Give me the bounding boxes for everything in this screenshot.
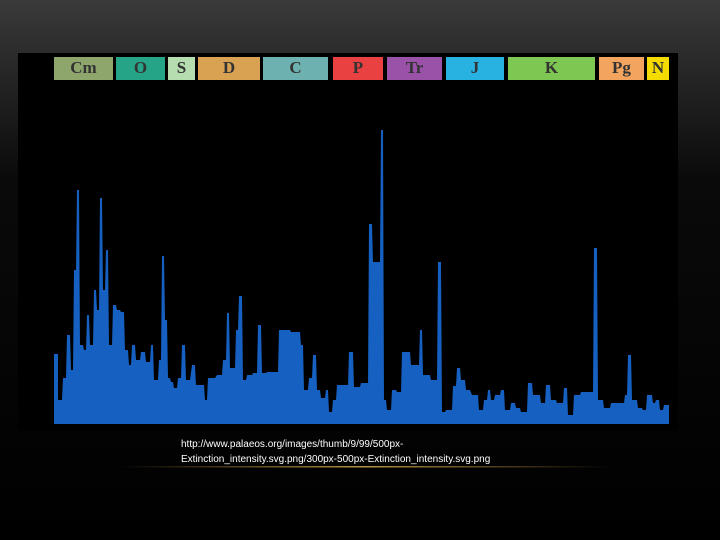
extinction-area: [54, 130, 669, 424]
period-label: S: [177, 58, 186, 77]
period-label: P: [353, 58, 363, 77]
period-box: [54, 57, 113, 80]
period-box: [446, 57, 504, 80]
period-box: [387, 57, 442, 80]
period-label: N: [652, 58, 665, 77]
caption-line: Extinction_intensity.svg.png/300px-500px…: [181, 454, 490, 465]
period-label: K: [545, 58, 559, 77]
period-label: J: [471, 58, 480, 77]
period-label: C: [289, 58, 301, 77]
period-bar: Cm O S D C P Tr J K Pg N: [54, 57, 669, 80]
period-label: Tr: [406, 58, 424, 77]
period-label: O: [134, 58, 147, 77]
period-box: [333, 57, 383, 80]
period-box: [599, 57, 644, 80]
period-box: [263, 57, 328, 80]
period-box: [508, 57, 595, 80]
period-box: [198, 57, 260, 80]
period-label: D: [223, 58, 235, 77]
period-label: Cm: [70, 58, 96, 77]
period-box: [168, 57, 195, 80]
period-label: Pg: [612, 58, 631, 77]
period-box: [116, 57, 165, 80]
divider: [120, 466, 610, 468]
caption-line: http://www.palaeos.org/images/thumb/9/99…: [181, 439, 403, 450]
period-box: [647, 57, 669, 80]
